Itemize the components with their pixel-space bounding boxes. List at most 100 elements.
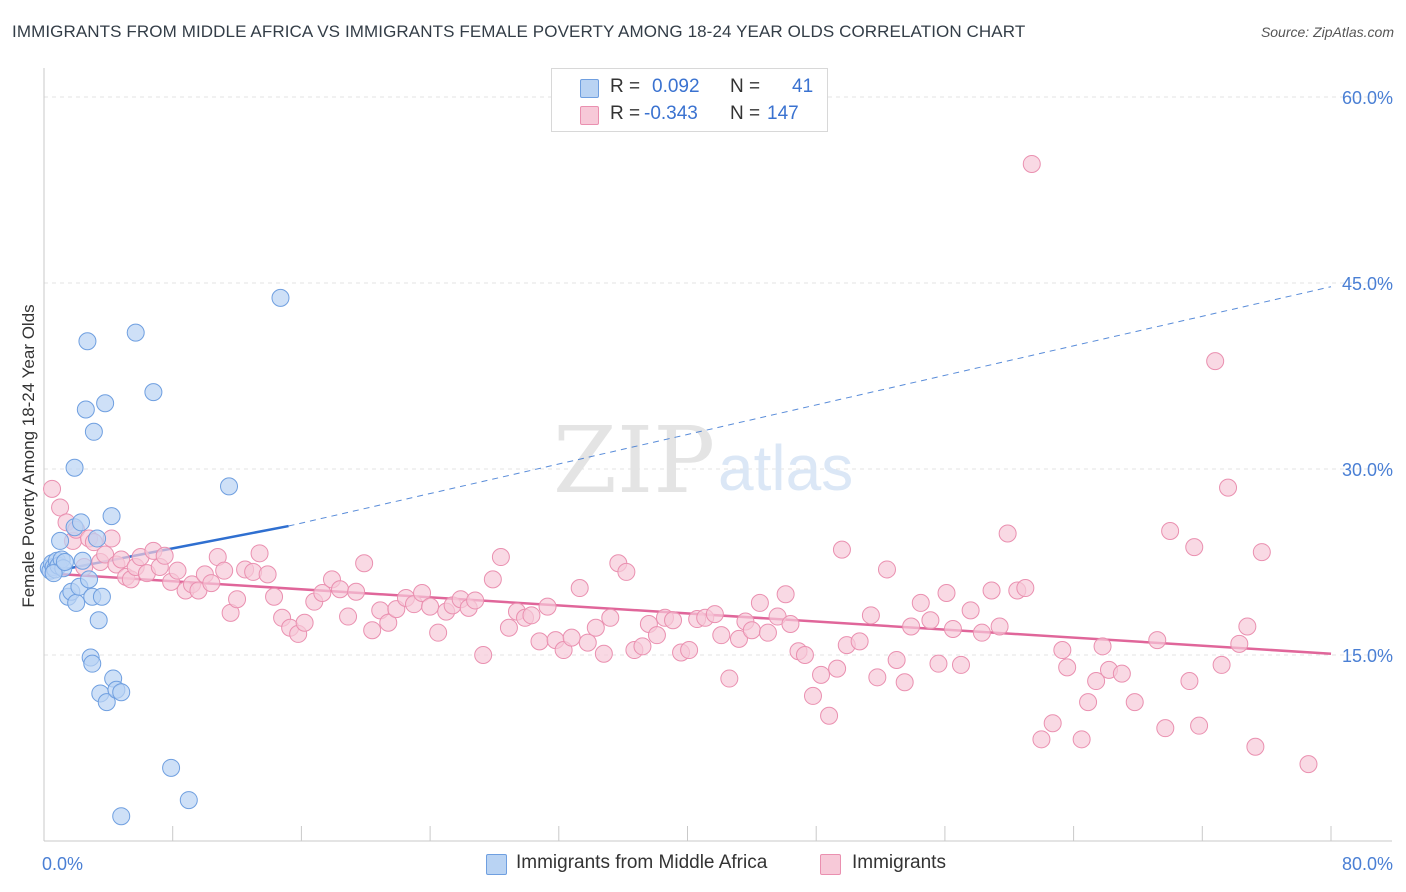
data-point-immigrants — [466, 591, 485, 610]
y-tick-label: 45.0% — [1342, 274, 1393, 294]
x-tick-labels: 0.0% 80.0% — [42, 854, 1393, 874]
y-tick-label: 30.0% — [1342, 460, 1393, 480]
data-point-middle-africa — [73, 551, 92, 570]
data-point-immigrants — [712, 626, 731, 645]
data-point-immigrants — [1238, 617, 1257, 636]
data-point-immigrants — [1112, 664, 1131, 683]
data-point-immigrants — [1219, 478, 1238, 497]
data-point-immigrants — [491, 548, 510, 567]
data-point-immigrants — [570, 579, 589, 598]
data-point-immigrants — [421, 597, 440, 616]
data-point-immigrants — [43, 479, 62, 498]
legend-n-label-pink: N = — [730, 103, 761, 124]
data-point-immigrants — [295, 613, 314, 632]
data-point-immigrants — [265, 587, 284, 606]
legend-r-label-blue: R = — [610, 76, 641, 97]
trend-line-pink-solid — [43, 571, 1332, 656]
bottom-legend-label-blue: Immigrants from Middle Africa — [516, 852, 768, 873]
data-point-middle-africa — [80, 570, 99, 589]
data-point-immigrants — [1190, 716, 1209, 735]
legend-swatch-pink — [580, 106, 599, 125]
legend-n-label-blue: N = — [730, 76, 761, 97]
data-point-immigrants — [895, 673, 914, 692]
correlation-legend: R = 0.092 N = 41 R = -0.343 N = 147 — [551, 68, 828, 132]
axes — [43, 68, 1392, 842]
data-point-middle-africa — [112, 807, 131, 826]
data-point-immigrants — [1093, 637, 1112, 656]
data-point-immigrants — [429, 623, 448, 642]
data-point-middle-africa — [44, 564, 63, 583]
trend-line-pink — [43, 571, 1332, 656]
data-point-immigrants — [998, 524, 1017, 543]
data-point-immigrants — [720, 669, 739, 688]
data-point-immigrants — [982, 581, 1001, 600]
data-point-immigrants — [832, 540, 851, 559]
data-point-immigrants — [868, 668, 887, 687]
data-point-immigrants — [647, 626, 666, 645]
data-point-immigrants — [1016, 579, 1035, 598]
data-point-immigrants — [961, 601, 980, 620]
data-point-immigrants — [562, 628, 581, 647]
gridlines — [44, 96, 1392, 656]
y-tick-label: 60.0% — [1342, 88, 1393, 108]
data-point-immigrants — [929, 654, 948, 673]
data-point-immigrants — [413, 584, 432, 602]
data-point-immigrants — [742, 621, 761, 640]
y-tick-labels: 15.0% 30.0% 45.0% 60.0% — [1342, 88, 1393, 666]
legend-n-value-blue: 41 — [792, 76, 814, 97]
data-point-immigrants — [705, 605, 724, 624]
data-point-immigrants — [972, 623, 991, 642]
data-point-immigrants — [578, 633, 597, 652]
data-point-immigrants — [228, 590, 247, 609]
data-point-immigrants — [1072, 730, 1091, 749]
data-point-immigrants — [990, 617, 1009, 636]
data-point-immigrants — [729, 629, 748, 648]
data-point-immigrants — [911, 593, 930, 612]
data-point-middle-africa — [126, 323, 145, 342]
data-point-middle-africa — [97, 693, 116, 712]
data-point-immigrants — [820, 706, 839, 725]
data-point-immigrants — [168, 561, 187, 580]
watermark: ZIP atlas — [553, 407, 853, 514]
data-point-middle-africa — [67, 593, 86, 612]
data-point-immigrants — [1148, 631, 1167, 650]
data-point-immigrants — [758, 623, 777, 642]
data-point-immigrants — [530, 632, 549, 651]
chart-title: IMMIGRANTS FROM MIDDLE AFRICA VS IMMIGRA… — [12, 22, 1026, 41]
data-point-immigrants — [594, 644, 613, 663]
data-point-immigrants — [921, 611, 940, 630]
data-point-middle-africa — [96, 394, 115, 413]
watermark-atlas: atlas — [718, 432, 853, 504]
data-point-immigrants — [215, 561, 234, 580]
data-point-immigrants — [861, 606, 880, 625]
data-point-immigrants — [601, 608, 620, 627]
data-point-immigrants — [803, 686, 822, 705]
data-point-middle-africa — [55, 553, 74, 571]
data-point-immigrants — [313, 584, 332, 602]
legend-n-value-pink: 147 — [767, 103, 799, 124]
data-point-middle-africa — [162, 758, 181, 777]
data-point-middle-africa — [112, 683, 131, 702]
data-point-immigrants — [250, 544, 269, 563]
data-point-immigrants — [633, 637, 652, 656]
data-point-immigrants — [1206, 352, 1225, 371]
data-point-middle-africa — [179, 791, 198, 810]
data-point-immigrants — [1058, 658, 1077, 677]
data-point-immigrants — [474, 646, 493, 664]
data-point-immigrants — [1043, 714, 1062, 733]
data-point-immigrants — [795, 646, 814, 664]
data-point-immigrants — [202, 574, 221, 593]
data-point-immigrants — [96, 545, 115, 564]
data-point-immigrants — [617, 562, 636, 581]
data-point-immigrants — [943, 619, 962, 638]
data-point-immigrants — [355, 554, 374, 573]
data-point-immigrants — [51, 498, 70, 517]
legend-row-pink: R = -0.343 N = 147 — [552, 101, 827, 128]
data-point-middle-africa — [144, 383, 163, 402]
data-point-immigrants — [1252, 543, 1271, 562]
data-point-immigrants — [1230, 634, 1249, 653]
data-point-immigrants — [1156, 719, 1175, 738]
data-point-immigrants — [1180, 672, 1199, 691]
data-point-middle-africa — [102, 507, 121, 526]
